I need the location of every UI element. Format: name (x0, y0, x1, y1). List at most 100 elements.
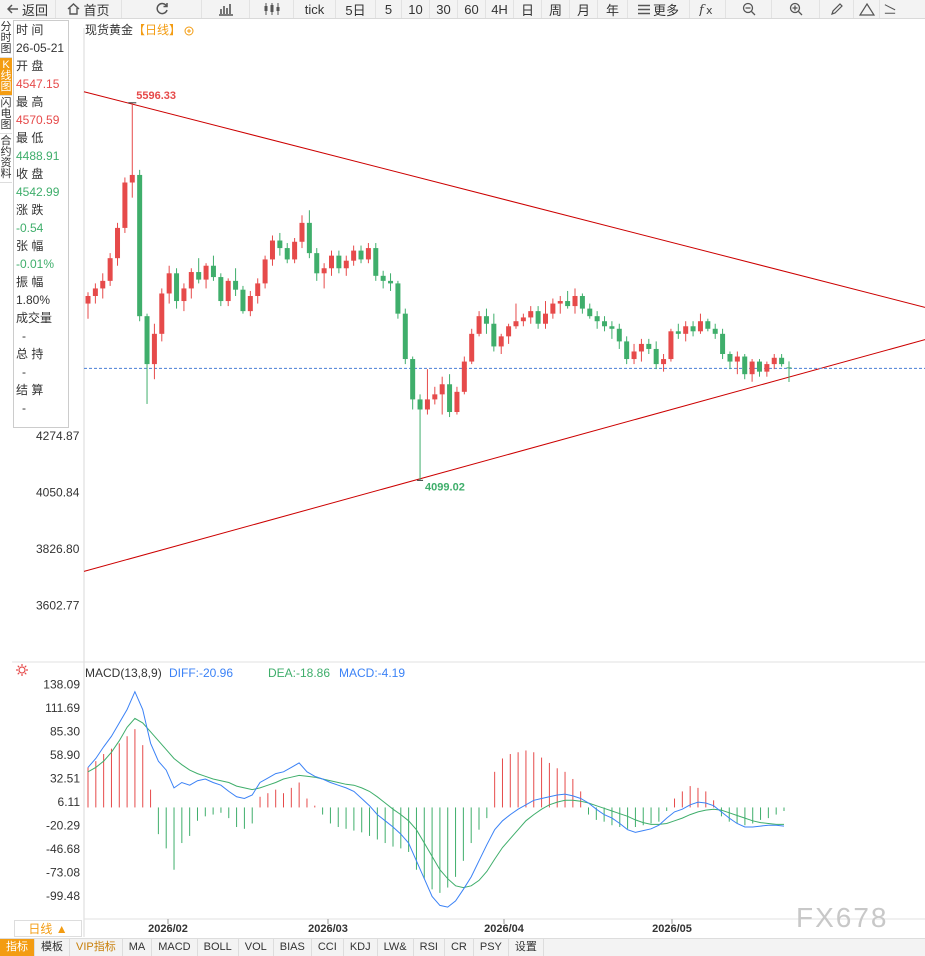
high-value: 4570.59 (16, 113, 60, 127)
candle-body (469, 333, 475, 362)
tab-boll[interactable]: BOLL (198, 939, 239, 956)
period-label: 5日 (345, 2, 366, 18)
zoom-out-icon (742, 2, 755, 16)
macd-settings-icon[interactable] (16, 664, 28, 676)
period-week[interactable]: 周 (542, 0, 570, 18)
home-button[interactable]: 首页 (56, 0, 122, 18)
tab-cr[interactable]: CR (445, 939, 474, 956)
macd-tick-label: 85.30 (50, 725, 80, 739)
open-value: 4547.15 (16, 77, 60, 91)
period-month[interactable]: 月 (570, 0, 598, 18)
candle-body (786, 367, 792, 369)
candle-body (447, 384, 453, 413)
tab-macd[interactable]: MACD (152, 939, 198, 956)
period-label: 10 (408, 1, 423, 17)
zoom-in-button[interactable] (772, 0, 820, 18)
draw-line-button[interactable] (820, 0, 854, 18)
bar-chart-button[interactable] (202, 0, 250, 18)
tick-button[interactable]: tick (294, 0, 336, 18)
triangle-icon (858, 2, 875, 16)
tab-lightning[interactable]: 闪电图 (0, 96, 12, 134)
candle-body (218, 277, 224, 302)
candle-body (306, 222, 312, 254)
candles (85, 102, 792, 481)
tab-bias[interactable]: BIAS (274, 939, 312, 956)
back-arrow-icon (6, 4, 18, 14)
macd-tick-label: 6.11 (58, 795, 81, 809)
indicator-bar: 指标 模板 VIP指标 MA MACD BOLL VOL BIAS CCI KD… (0, 938, 925, 956)
candle-body (528, 311, 534, 318)
candle-body (535, 311, 541, 324)
period-select[interactable]: 日线 ▲ (14, 920, 82, 937)
tab-indicators[interactable]: 指标 (0, 939, 35, 956)
period-30min[interactable]: 30 (430, 0, 458, 18)
tab-templates[interactable]: 模板 (35, 939, 70, 956)
menu-icon (637, 4, 650, 14)
period-10min[interactable]: 10 (402, 0, 430, 18)
candle-body (602, 321, 608, 327)
candle-body (565, 301, 571, 307)
period-4h[interactable]: 4H (486, 0, 514, 18)
candle-body (734, 356, 740, 362)
candlestick-icon (264, 3, 279, 15)
tab-rsi[interactable]: RSI (414, 939, 445, 956)
candle-body (550, 303, 556, 314)
shape-tool-button[interactable] (880, 0, 900, 18)
gear-tooth (24, 665, 27, 668)
period-label: 4H (491, 1, 508, 17)
candle-body (233, 280, 239, 290)
period-5min[interactable]: 5 (376, 0, 402, 18)
period-60min[interactable]: 60 (458, 0, 486, 18)
zoom-in-icon (789, 2, 802, 16)
tab-vip-indicators[interactable]: VIP指标 (70, 939, 123, 956)
x-tick-label: 2026/05 (652, 923, 692, 935)
angle-icon (884, 4, 896, 14)
tab-kdj[interactable]: KDJ (344, 939, 378, 956)
circle-plus-icon[interactable] (184, 26, 194, 36)
candle-body (92, 288, 98, 296)
candle-body (247, 295, 253, 312)
trendline-lower (83, 339, 925, 572)
candle-body (668, 331, 674, 360)
dea-line (87, 717, 784, 889)
candle-body (727, 354, 733, 362)
tab-psy[interactable]: PSY (474, 939, 509, 956)
candle-body (373, 248, 379, 276)
candle-body (151, 333, 157, 365)
zoom-out-button[interactable] (726, 0, 772, 18)
candle-body (417, 399, 423, 410)
candle-body (196, 272, 202, 280)
settlement-value: - (22, 401, 26, 415)
tab-contract-info[interactable]: 合约资料 (0, 134, 12, 183)
low-label: 最 低 (16, 131, 44, 145)
tab-vol[interactable]: VOL (239, 939, 274, 956)
tab-kline[interactable]: K线图 (0, 58, 12, 96)
tab-timeshare[interactable]: 分时图 (0, 20, 12, 58)
period-label: 周 (548, 2, 562, 18)
tab-lw[interactable]: LW& (378, 939, 414, 956)
period-day[interactable]: 日 (514, 0, 542, 18)
candle-body (402, 313, 408, 360)
candle-body (675, 331, 681, 334)
refresh-button[interactable] (122, 0, 202, 18)
tab-settings[interactable]: 设置 (509, 939, 544, 956)
amplitude-value: 1.80% (16, 293, 51, 307)
candle-body (240, 289, 246, 312)
period-label: 30 (436, 1, 451, 17)
period-5day[interactable]: 5日 (336, 0, 376, 18)
candle-chart-button[interactable] (250, 0, 294, 18)
gear-tooth (17, 672, 20, 675)
more-button[interactable]: 更多 (628, 0, 690, 18)
instrument-name: 现货黄金 (85, 23, 134, 37)
chart-axes: 4274.87 4050.84 3826.80 3602.77 2026/02 2026/… (12, 28, 925, 937)
candle-body (225, 280, 231, 302)
triangle-tool-button[interactable] (854, 0, 880, 18)
tab-ma[interactable]: MA (123, 939, 153, 956)
candle-body (690, 326, 696, 332)
candle-body (314, 253, 320, 274)
tab-cci[interactable]: CCI (312, 939, 344, 956)
back-button[interactable]: 返回 (0, 0, 56, 18)
period-year[interactable]: 年 (598, 0, 628, 18)
